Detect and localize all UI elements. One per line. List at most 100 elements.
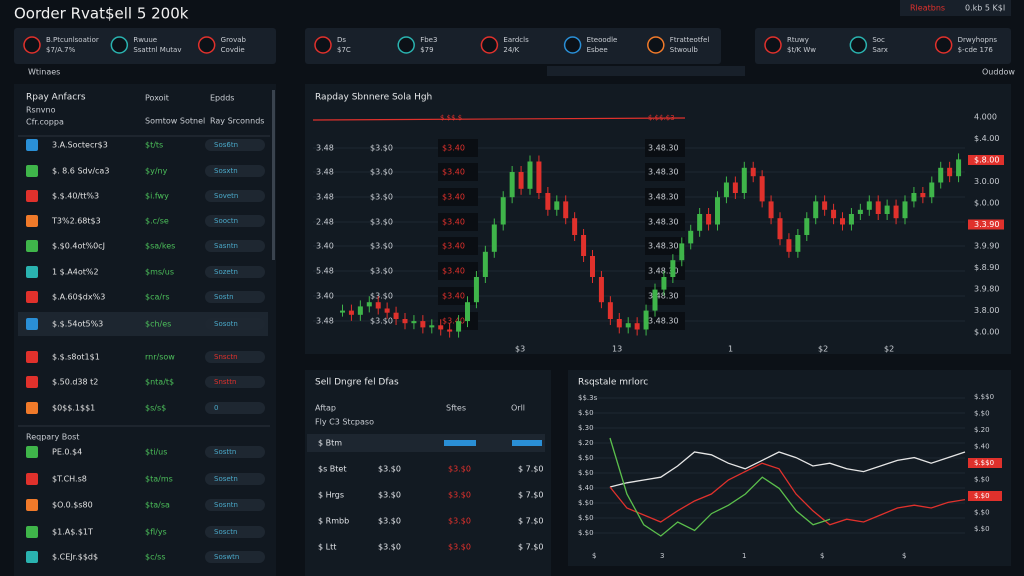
y-label: $$.3s [578, 394, 598, 402]
candle [750, 167, 756, 177]
card-value: Sarx [872, 46, 888, 54]
y-label: 3.40 [316, 242, 334, 251]
row-tag: Snsttn [214, 378, 236, 386]
candle [911, 193, 917, 202]
candle [661, 277, 667, 290]
card-value: Ssattnl Mutav [133, 46, 181, 54]
row-icon [26, 139, 38, 151]
row-value: $ta/ms [145, 475, 173, 484]
chart-label: $.$$.$ [440, 114, 462, 122]
panel-subtitle: Cfr.coppa [26, 118, 64, 127]
y-label: $3.$0 [370, 267, 393, 276]
tag-pill [205, 499, 265, 511]
y-label: $3.$0 [370, 193, 393, 202]
candle [340, 310, 345, 313]
tag-pill [205, 190, 265, 202]
candle [607, 302, 613, 319]
row-tag: Sostn [214, 293, 234, 301]
y-label: 3.8.00 [974, 306, 999, 315]
y-label: $.$0 [974, 476, 990, 484]
card-label: Grovab [221, 36, 247, 44]
row-tag: Sasntn [214, 242, 238, 250]
card-note: Ouddow [982, 68, 1015, 77]
candle [938, 167, 944, 183]
candle [866, 201, 872, 210]
row-highlight [307, 434, 545, 452]
y-label: 3.9.80 [974, 285, 999, 294]
label-box [645, 213, 685, 231]
row-value: $t/ts [145, 141, 163, 150]
table-cell: $3.$0 [378, 543, 401, 552]
row-tag: 0 [214, 404, 218, 412]
x-label: $ [592, 552, 596, 560]
y-label: 5.48 [316, 267, 334, 276]
row-tag: Sovetn [214, 192, 238, 200]
panel-title: Rpay Anfacrs [26, 93, 86, 103]
tag-pill [205, 551, 265, 563]
candle [822, 201, 828, 210]
card-label: B.Ptcunlsoatior [46, 36, 99, 44]
row-icon [26, 291, 38, 303]
tag-pill [205, 402, 265, 414]
candle [804, 218, 810, 235]
status-value: 0.kb 5 K$I [965, 4, 1005, 13]
row-name: 1 $.A4ot%2 [52, 268, 99, 277]
row-icon [26, 215, 38, 227]
label-box [968, 219, 1004, 230]
row-value: $.c/se [145, 217, 169, 226]
card-icon [764, 36, 782, 54]
y-label: $.$0 [578, 409, 594, 417]
chart-title: Rapday Sbnnere Sola Hgh [315, 93, 432, 103]
card-note: Wtinaes [28, 68, 60, 77]
candle [384, 308, 390, 313]
y-label: 3.48.30 [648, 317, 679, 326]
y-label: 3.48.30 [648, 193, 679, 202]
column-header: Somtow Sotnel [145, 117, 205, 126]
card-value: Esbee [587, 46, 608, 54]
card-label: Fbe3 [420, 36, 437, 44]
row-tag: Sosxtn [214, 167, 238, 175]
candle [893, 205, 899, 219]
row-name: $. 8.6 Sdv/ca3 [52, 167, 109, 176]
candle [438, 325, 444, 330]
row-tag: Sozetn [214, 268, 238, 276]
card-group [14, 28, 276, 64]
candle [536, 161, 542, 193]
y-label: $.$$0 [974, 393, 994, 401]
y-label: $.$0 [578, 454, 594, 462]
card-icon [197, 36, 216, 54]
card-label: Ds [337, 36, 346, 44]
candle [447, 329, 453, 332]
row-value: $fl/ys [145, 528, 167, 537]
card-value: $7C [337, 46, 351, 54]
y-label: $3.$0 [370, 292, 393, 301]
label-box [438, 139, 478, 157]
row-tag: Sosetn [214, 475, 238, 483]
y-label: $3.$0 [370, 168, 393, 177]
label-box [438, 237, 478, 255]
row-name: $.$.s8ot1$1 [52, 353, 100, 362]
line-series [609, 462, 966, 526]
table-cell: $3.$0 [378, 465, 401, 474]
y-label: $3.$0 [370, 218, 393, 227]
candle [482, 251, 488, 277]
x-label: $ [902, 552, 906, 560]
card-label: Ftratteotfel [670, 36, 710, 44]
candle [920, 193, 926, 198]
candle [715, 197, 720, 225]
card-label: Rtuwy [787, 36, 809, 44]
row-name: $.$.40/tt%3 [52, 192, 99, 201]
label-box [438, 163, 478, 181]
y-label: $.$0 [974, 492, 990, 500]
candle [848, 214, 854, 225]
candle [366, 302, 372, 307]
row-name: $.$0.4ot%0cJ [52, 242, 105, 251]
section-title: Reqpary Bost [26, 433, 79, 442]
candle [947, 167, 953, 177]
tag-pill [205, 473, 265, 485]
chart-label: $.$$.$3 [648, 114, 675, 122]
candle [491, 224, 497, 252]
row-tag: Sos6tn [214, 141, 238, 149]
label-box [438, 188, 478, 206]
table-cell: $ Ltt [318, 543, 336, 552]
